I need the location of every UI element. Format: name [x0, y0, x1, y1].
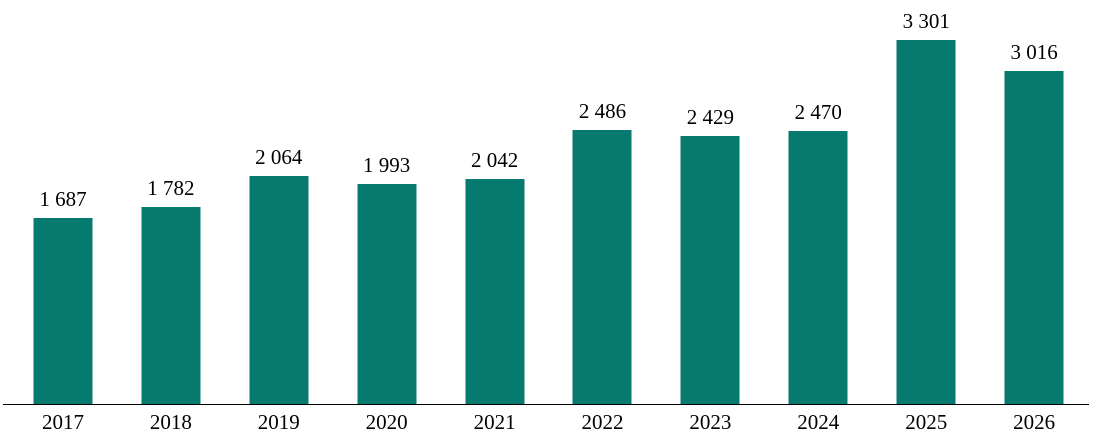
x-axis-tick-label: 2024 [797, 410, 840, 434]
x-axis-tick-label: 2018 [149, 410, 192, 434]
bar-value-label: 2 064 [255, 145, 303, 169]
bar-column: 2 486 2022 [549, 0, 657, 442]
bar-column: 2 470 2024 [764, 0, 872, 442]
bar-2020 [357, 184, 417, 404]
bar-value-label: 1 993 [363, 153, 411, 177]
bar-column: 1 993 2020 [333, 0, 441, 442]
bar-column: 3 301 2025 [872, 0, 980, 442]
x-axis-line [3, 404, 1089, 405]
bar-column: 1 687 2017 [9, 0, 117, 442]
x-axis-tick-label: 2019 [257, 410, 300, 434]
bar-2025 [896, 40, 956, 404]
bar-value-label: 3 301 [902, 9, 950, 33]
plot-area: 1 687 2017 1 782 2018 2 064 2019 1 993 2… [9, 0, 1088, 442]
bar-value-label: 1 782 [147, 176, 195, 200]
bar-value-label: 2 486 [578, 99, 627, 123]
bar-2024 [788, 131, 848, 404]
bar-value-label: 2 470 [794, 100, 842, 124]
bar-2017 [33, 218, 93, 404]
bar-2022 [572, 130, 632, 404]
bar-value-label: 2 042 [470, 148, 519, 172]
x-axis-tick-label: 2022 [581, 410, 624, 434]
bar-2021 [465, 179, 525, 404]
bar-column: 2 429 2023 [656, 0, 764, 442]
bar-2023 [680, 136, 740, 404]
bar-column: 2 064 2019 [225, 0, 333, 442]
bar-2018 [141, 207, 201, 404]
bar-column: 2 042 2021 [441, 0, 549, 442]
x-axis-tick-label: 2025 [905, 410, 948, 434]
bar-2026 [1004, 71, 1064, 404]
x-axis-tick-label: 2026 [1013, 410, 1056, 434]
x-axis-tick-label: 2021 [473, 410, 516, 434]
bar-column: 1 782 2018 [117, 0, 225, 442]
bar-value-label: 2 429 [686, 105, 735, 129]
x-axis-tick-label: 2020 [365, 410, 408, 434]
x-axis-tick-label: 2017 [41, 410, 84, 434]
bar-value-label: 1 687 [39, 187, 87, 211]
bar-column: 3 016 2026 [980, 0, 1088, 442]
x-axis-tick-label: 2023 [689, 410, 732, 434]
bar-value-label: 3 016 [1010, 40, 1058, 64]
bar-2019 [249, 176, 309, 404]
